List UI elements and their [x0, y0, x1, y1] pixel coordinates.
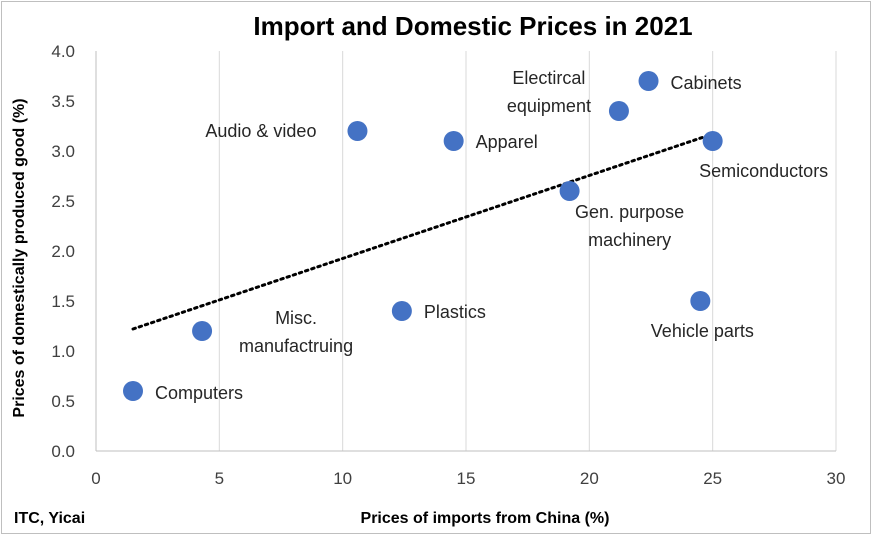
y-tick-label: 4.0 — [51, 42, 75, 61]
y-tick-label: 3.5 — [51, 92, 75, 111]
data-point — [638, 71, 659, 91]
point-label: Audio & video — [205, 121, 316, 141]
y-tick-label: 2.5 — [51, 192, 75, 211]
x-tick-label: 25 — [703, 469, 722, 488]
data-point — [192, 321, 213, 341]
point-label: Cabinets — [671, 73, 742, 93]
y-tick-label: 1.5 — [51, 292, 75, 311]
point-label: Gen. purpose machinery — [575, 202, 684, 250]
vertical-gridlines — [218, 51, 837, 451]
data-points — [123, 71, 723, 401]
data-point — [608, 101, 629, 121]
x-tick-labels: 0 5 10 15 20 25 30 — [91, 469, 845, 488]
y-tick-labels: 0.0 0.5 1.0 1.5 2.0 2.5 3.0 3.5 4.0 — [51, 42, 75, 461]
x-tick-label: 15 — [457, 469, 476, 488]
y-tick-label: 0.0 — [51, 442, 75, 461]
y-tick-label: 2.0 — [51, 242, 75, 261]
x-tick-label: 0 — [91, 469, 100, 488]
point-label: Computers — [155, 383, 243, 403]
data-point — [443, 131, 464, 151]
data-point — [690, 291, 711, 311]
data-point — [123, 381, 143, 401]
data-point — [559, 181, 580, 201]
x-tick-label: 5 — [215, 469, 224, 488]
data-point — [391, 301, 412, 321]
y-tick-label: 3.0 — [51, 142, 75, 161]
point-label: Semiconductors — [699, 161, 828, 181]
x-tick-label: 30 — [827, 469, 846, 488]
point-label: Plastics — [424, 302, 486, 322]
point-labels: Computers Misc. manufactruing Audio & video… — [155, 68, 828, 403]
point-label: Vehicle parts — [651, 321, 754, 341]
data-point — [702, 131, 723, 151]
point-label: Apparel — [476, 132, 538, 152]
point-label: Electircal equipment — [507, 68, 591, 116]
x-tick-label: 10 — [333, 469, 352, 488]
y-tick-label: 0.5 — [51, 392, 75, 411]
trendline-layer — [131, 132, 715, 331]
data-point — [347, 121, 368, 141]
source-note: ITC, Yicai — [14, 510, 85, 527]
y-axis-title: Prices of domestically produced good (%) — [11, 98, 28, 417]
axes — [95, 51, 836, 452]
x-tick-label: 20 — [580, 469, 599, 488]
trendline — [131, 132, 715, 331]
chart-title: Import and Domestic Prices in 2021 — [253, 11, 692, 41]
point-label: Misc. manufactruing — [239, 308, 353, 356]
x-axis-title: Prices of imports from China (%) — [361, 510, 610, 527]
y-tick-label: 1.0 — [51, 342, 75, 361]
